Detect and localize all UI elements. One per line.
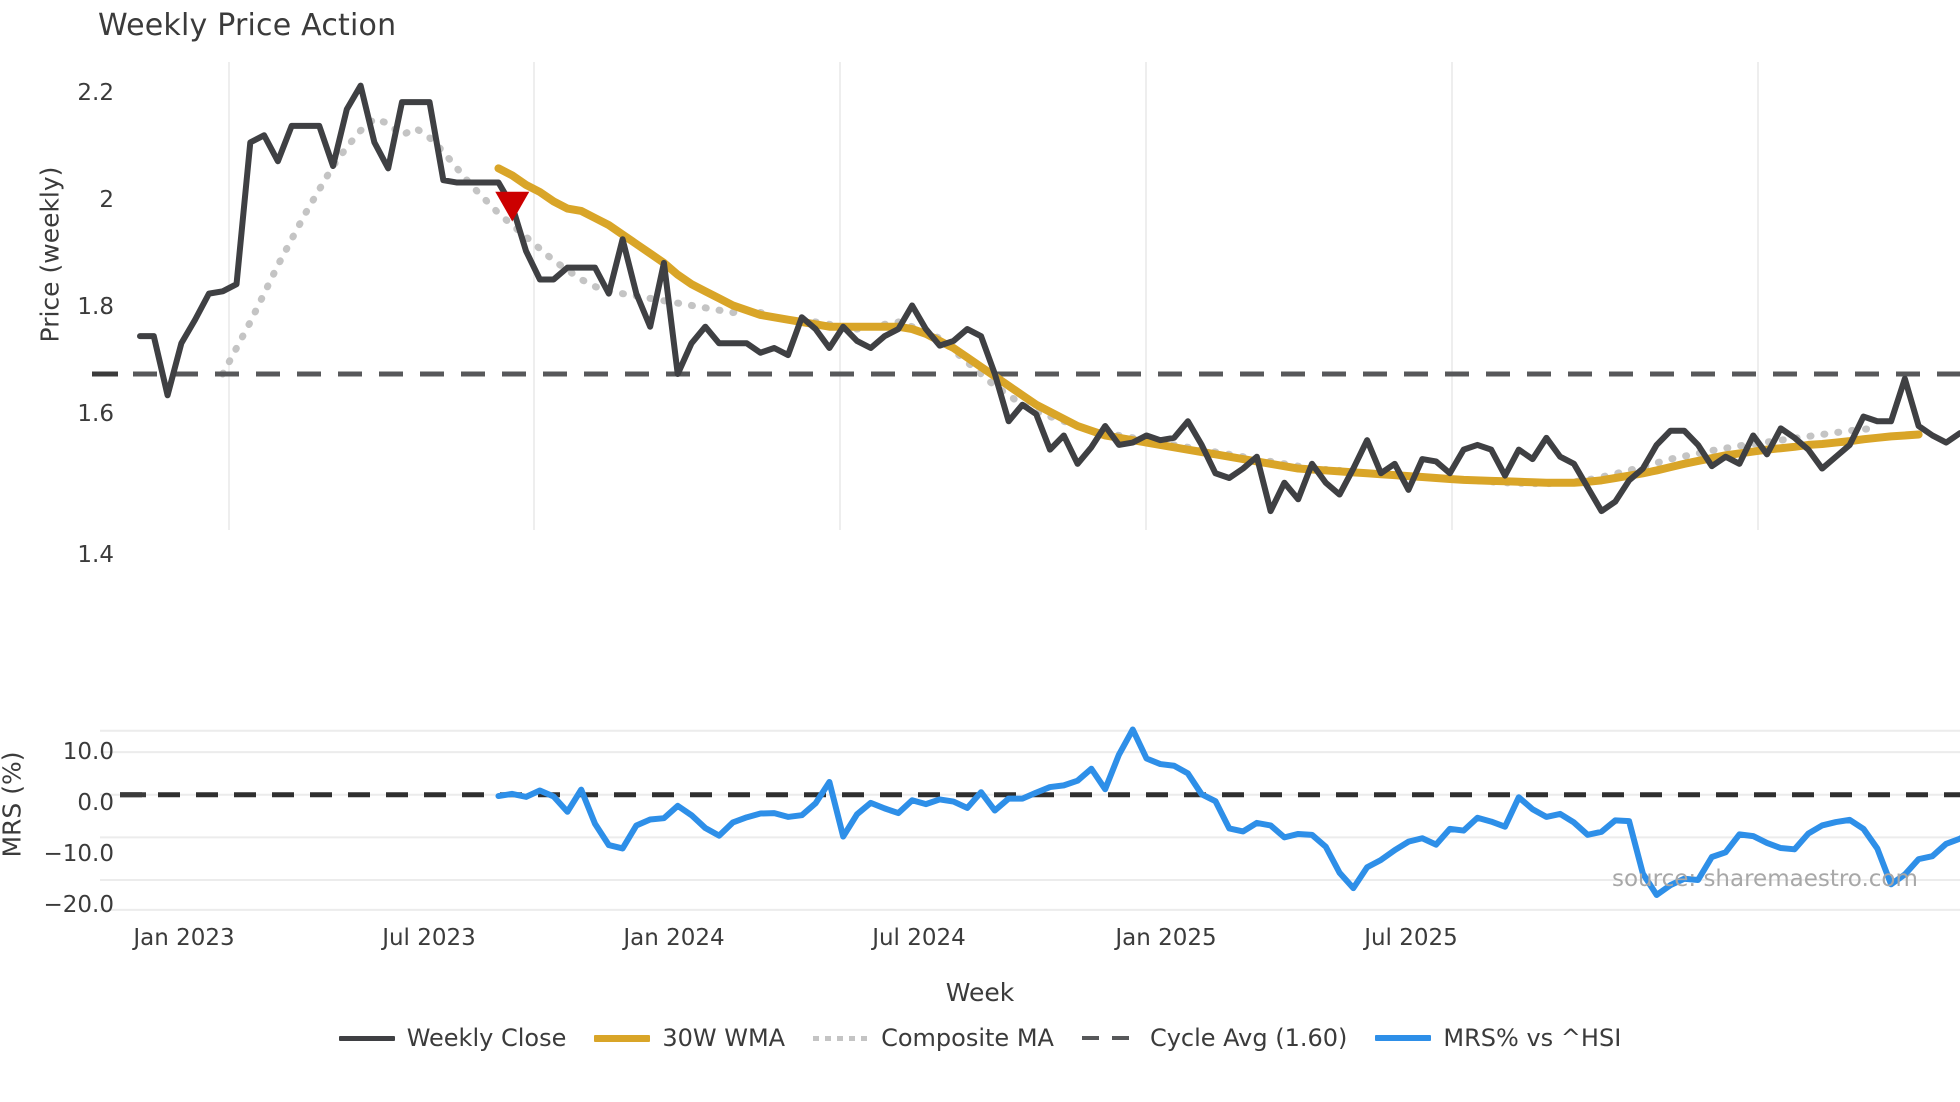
price-ytick-1-4: 1.4: [77, 542, 114, 568]
xtick-jan-2025: Jan 2025: [1115, 925, 1217, 951]
series-30w-wma: [494, 164, 1923, 487]
chart-legend: Weekly Close 30W WMA Composite MA Cycle …: [0, 1024, 1960, 1052]
series-composite-ma: [219, 114, 1881, 488]
legend-label-weekly-close: Weekly Close: [406, 1024, 567, 1052]
page-title: Weekly Price Action: [98, 8, 397, 43]
legend-swatch-weekly-close: [338, 1028, 395, 1048]
source-watermark: source: sharemaestro.com: [1612, 866, 1918, 892]
legend-swatch-composite-ma: [813, 1028, 870, 1048]
xtick-jul-2023: Jul 2023: [382, 925, 476, 951]
mrs-ytick-neg20: −20.0: [43, 892, 114, 918]
legend-label-mrs: MRS% vs ^HSI: [1443, 1024, 1622, 1052]
mrs-ytick-neg10: −10.0: [43, 841, 114, 867]
legend-label-composite-ma: Composite MA: [881, 1024, 1054, 1052]
legend-swatch-30w-wma: [594, 1028, 651, 1048]
x-axis-label: Week: [945, 978, 1015, 1007]
legend-label-30w-wma: 30W WMA: [662, 1024, 786, 1052]
xtick-jul-2024: Jul 2024: [872, 925, 966, 951]
series-weekly-close: [137, 82, 1960, 515]
legend-swatch-cycle-avg: [1081, 1028, 1138, 1048]
legend-item-cycle-avg[interactable]: Cycle Avg (1.60): [1081, 1024, 1348, 1052]
series-mrs: [495, 726, 1960, 898]
legend-label-cycle-avg: Cycle Avg (1.60): [1149, 1024, 1348, 1052]
price-ytick-2-2: 2.2: [77, 80, 114, 106]
xtick-jan-2023: Jan 2023: [133, 925, 235, 951]
legend-item-weekly-close[interactable]: Weekly Close: [338, 1024, 567, 1052]
xtick-jul-2025: Jul 2025: [1364, 925, 1458, 951]
mrs-ytick-10: 10.0: [62, 739, 114, 765]
price-ytick-1-8: 1.8: [77, 294, 114, 320]
mrs-ytick-0: 0.0: [77, 790, 114, 816]
legend-swatch-mrs: [1375, 1028, 1432, 1048]
legend-item-composite-ma[interactable]: Composite MA: [813, 1024, 1054, 1052]
price-ytick-2: 2: [99, 187, 114, 213]
price-axis-label: Price (weekly): [35, 166, 65, 343]
xtick-jan-2024: Jan 2024: [623, 925, 725, 951]
sell-signal-marker: [495, 191, 530, 222]
legend-item-30w-wma[interactable]: 30W WMA: [594, 1024, 785, 1052]
price-ytick-1-6: 1.6: [77, 401, 114, 427]
legend-item-mrs[interactable]: MRS% vs ^HSI: [1375, 1024, 1621, 1052]
